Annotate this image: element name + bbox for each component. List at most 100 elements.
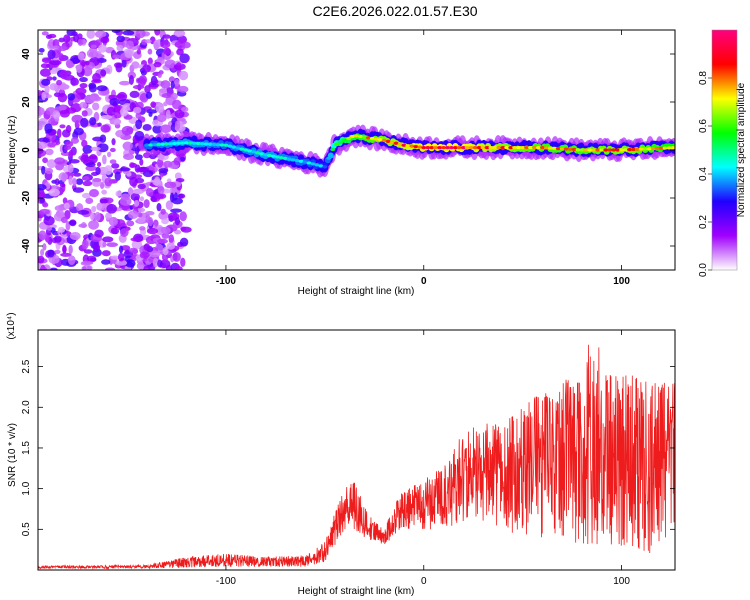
spectrogram-track-peak <box>255 151 261 155</box>
spectrogram-noise-cell <box>116 35 125 43</box>
spectrogram-noise-cell <box>56 79 63 86</box>
spectrogram-noise-cell <box>97 44 107 53</box>
spectrogram-track-peak <box>567 147 573 151</box>
spectrogram-noise-cell <box>154 193 167 200</box>
spectrogram-noise-cell <box>44 123 53 134</box>
spectrogram-noise-cell <box>119 80 131 86</box>
spectrogram-noise-cell <box>165 109 171 120</box>
spectrogram-noise-cell <box>143 243 151 251</box>
spectrogram-track-peak <box>654 146 660 150</box>
spectrogram-noise-cell <box>63 34 71 43</box>
spectrogram-track-peak <box>377 138 383 142</box>
spectrogram-noise-cell <box>63 202 70 210</box>
spectrogram-noise-cell <box>38 147 44 155</box>
spectrogram-noise-cell <box>45 34 53 39</box>
spectrogram-track-peak <box>579 148 585 152</box>
spectrogram-noise-cell <box>139 158 144 166</box>
spectrogram-noise-cell <box>54 205 66 212</box>
spectrogram-x-tick-label: 0 <box>421 276 427 287</box>
spectrogram-track-peak <box>397 142 403 146</box>
spectrogram-noise-cell <box>68 244 73 255</box>
spectrogram-track-peak <box>500 146 506 150</box>
spectrogram-noise-cell <box>38 184 47 191</box>
spectrogram-track-peak <box>595 148 601 152</box>
spectrogram-noise-cell <box>131 239 143 250</box>
spectrogram-track-peak <box>251 150 257 154</box>
spectrogram-noise-cell <box>158 168 169 174</box>
spectrogram-noise-cell <box>95 166 101 175</box>
spectrogram-track-peak <box>191 141 197 145</box>
spectrogram-track-peak <box>187 141 193 145</box>
snr-y-tick-label: 2.0 <box>21 400 32 414</box>
spectrogram-noise-cell <box>38 230 47 241</box>
spectrogram-noise-cell <box>47 49 56 60</box>
spectrogram-track-peak <box>168 142 174 146</box>
spectrogram-noise-cell <box>101 189 107 195</box>
spectrogram-noise-cell <box>128 74 134 85</box>
spectrogram-noise-cell <box>162 34 171 39</box>
spectrogram-track-peak <box>670 146 675 150</box>
spectrogram-noise-cell <box>54 249 61 254</box>
spectrogram-noise-cell <box>130 237 142 242</box>
spectrogram-noise-cell <box>58 53 64 62</box>
spectrogram-track-peak <box>314 163 320 167</box>
spectrogram-noise-cell <box>96 202 105 211</box>
spectrogram-frame <box>37 29 676 271</box>
spectrogram-noise-cell <box>168 234 175 243</box>
spectrogram-noise-cell <box>125 40 134 50</box>
spectrogram-noise-cell <box>174 120 181 131</box>
spectrogram-noise-cell <box>48 188 60 197</box>
spectrogram-noise-cell <box>157 72 162 78</box>
spectrogram-noise-cell <box>171 99 182 110</box>
spectrogram-noise-cell <box>72 187 85 193</box>
snr-y-label: SNR (10 * v/v) <box>7 423 18 487</box>
spectrogram-noise-cell <box>155 102 165 113</box>
spectrogram-track-peak <box>354 134 359 138</box>
spectrogram-noise-cell <box>145 91 153 99</box>
spectrogram-noise-cell <box>39 197 46 204</box>
spectrogram-track-peak <box>630 147 636 152</box>
spectrogram-track-peak <box>243 148 249 152</box>
spectrogram-noise-cell <box>42 157 48 164</box>
spectrogram-noise-cell <box>52 45 61 51</box>
spectrogram-noise-cell <box>40 249 45 256</box>
spectrogram-noise-cell <box>72 177 77 187</box>
spectrogram-noise-cell <box>147 48 153 55</box>
spectrogram-noise-cell <box>160 208 166 215</box>
spectrogram-track-peak <box>441 146 447 150</box>
spectrogram-noise-cell <box>80 261 89 266</box>
spectrogram-noise-cell <box>145 39 152 44</box>
spectrogram-track-peak <box>357 134 363 139</box>
spectrogram-track-peak <box>322 165 328 169</box>
spectrogram-track-peak <box>484 146 490 150</box>
spectrogram-track-peak <box>310 162 316 166</box>
spectrogram-noise-cell <box>170 80 175 90</box>
colorbar-tick-label: 0.4 <box>698 167 709 181</box>
spectrogram-noise-cell <box>146 109 158 114</box>
spectrogram-noise-cell <box>135 119 143 130</box>
spectrogram-noise-cell <box>127 210 139 219</box>
spectrogram-track-peak <box>476 146 482 150</box>
spectrogram-noise-cell <box>119 167 131 172</box>
spectrogram-noise-cell <box>174 229 182 235</box>
spectrogram-noise-cell <box>68 149 74 158</box>
spectrogram-noise-cell <box>81 110 88 117</box>
spectrogram-noise-cell <box>117 252 125 262</box>
spectrogram-noise-cell <box>134 177 145 184</box>
spectrogram-noise-cell <box>67 163 74 173</box>
spectrogram-noise-cell <box>121 125 134 136</box>
spectrogram-track-peak <box>452 146 458 150</box>
spectrogram-track-peak <box>492 146 498 150</box>
spectrogram-noise-cell <box>179 211 187 222</box>
spectrogram-track-peak <box>464 146 470 150</box>
spectrogram-track-peak <box>536 146 541 150</box>
spectrogram-noise-cell <box>122 141 133 151</box>
spectrogram-noise-cell <box>77 210 90 215</box>
spectrogram-noise-cell <box>109 147 116 153</box>
spectrogram-noise-cell <box>176 48 184 56</box>
spectrogram-noise-cell <box>89 188 100 198</box>
spectrogram-noise-cell <box>97 143 109 153</box>
spectrogram-x-ticks: -100 0 100 <box>216 30 630 287</box>
spectrogram-track-peak <box>259 152 265 156</box>
spectrogram-noise-cell <box>170 92 178 100</box>
